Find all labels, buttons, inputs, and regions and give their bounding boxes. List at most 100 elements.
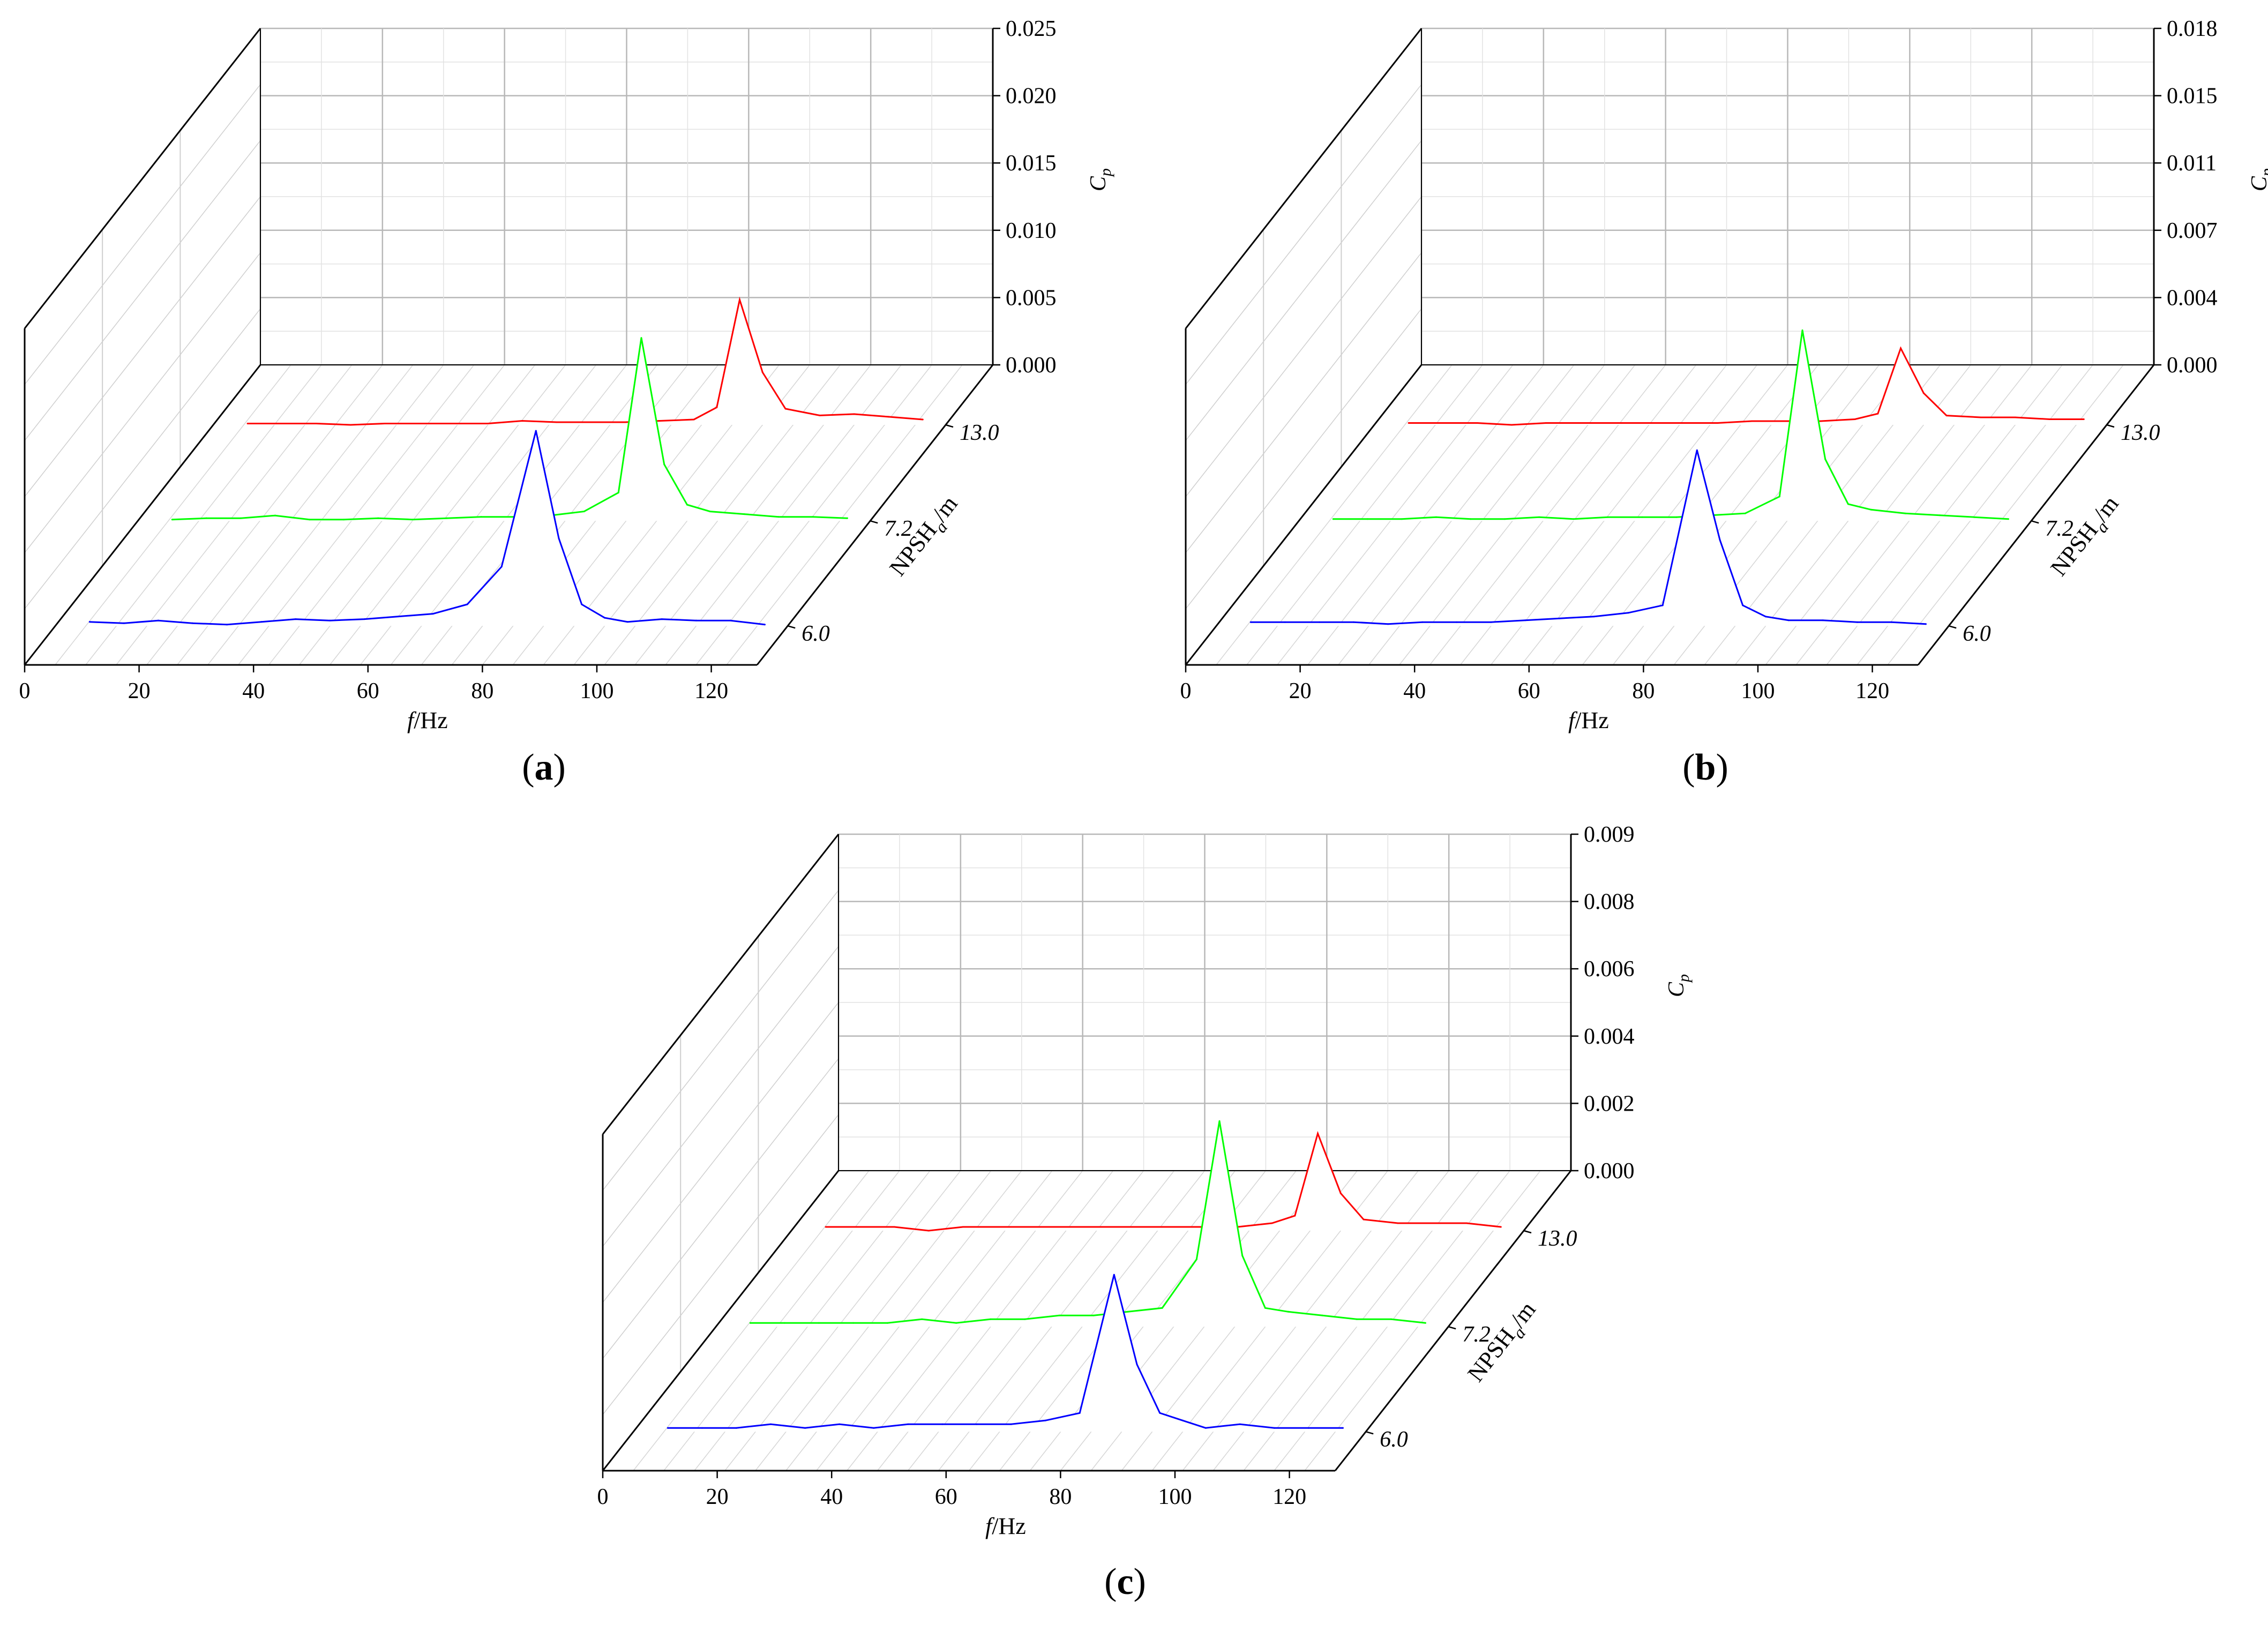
data-point xyxy=(1922,392,1925,394)
data-point xyxy=(1980,416,1982,418)
data-point xyxy=(761,371,764,373)
x-tick-label: 40 xyxy=(1403,679,1426,703)
x-tick-label: 20 xyxy=(1289,679,1312,703)
data-point xyxy=(1284,621,1286,623)
data-point xyxy=(558,537,560,540)
z-tick-label: 0.025 xyxy=(1006,17,1057,41)
data-point xyxy=(1092,1314,1095,1316)
data-point xyxy=(1870,508,1872,511)
data-point xyxy=(1661,604,1664,606)
side-wall-gridline xyxy=(24,84,261,385)
data-point xyxy=(996,1226,998,1228)
z-tick-label: 0.020 xyxy=(1006,84,1057,109)
panel-label: (c) xyxy=(1104,1561,1146,1602)
data-point xyxy=(239,517,242,519)
x-tick-label: 100 xyxy=(580,679,613,703)
data-point xyxy=(349,424,351,426)
data-point xyxy=(626,621,628,623)
series-line xyxy=(826,1130,1501,1232)
floor-gridline xyxy=(1338,364,1575,665)
floor-gridline xyxy=(694,1170,931,1471)
data-point xyxy=(922,418,924,421)
data-point xyxy=(2007,518,2009,520)
x-tick-label: 40 xyxy=(242,679,265,703)
data-point xyxy=(1744,512,1746,514)
x-tick-label: 100 xyxy=(1741,679,1775,703)
npsh-tick-mark xyxy=(2031,520,2039,524)
data-point xyxy=(363,618,365,620)
data-point xyxy=(466,603,468,605)
npsh-tick-label: 6.0 xyxy=(802,621,830,646)
z-axis-label: Cp xyxy=(1664,974,1693,997)
floor-gridline xyxy=(1277,364,1514,665)
z-tick-label: 0.000 xyxy=(1006,353,1057,378)
data-point xyxy=(749,1322,751,1324)
data-point xyxy=(1424,1322,1426,1324)
data-point xyxy=(1945,415,1948,417)
axes-frame xyxy=(602,833,1578,1478)
floor-gridline xyxy=(1551,364,1788,665)
data-point xyxy=(1431,1222,1433,1224)
data-point xyxy=(701,1427,703,1429)
data-point xyxy=(1465,1222,1468,1224)
npsh-tick-label: 6.0 xyxy=(1963,621,1991,646)
data-point xyxy=(1239,1423,1241,1425)
data-point xyxy=(343,519,345,521)
data-point xyxy=(1397,1222,1399,1224)
data-point xyxy=(1925,623,1927,625)
npsh-axis-line xyxy=(1334,1170,1572,1471)
data-point xyxy=(1524,619,1526,621)
floor-gridline xyxy=(146,364,383,665)
npsh-tick-label: 7.2 xyxy=(2045,516,2074,541)
data-point xyxy=(1904,512,1906,514)
npsh-tick-label: 6.0 xyxy=(1380,1427,1408,1452)
side-wall-gridline xyxy=(1185,252,1422,553)
data-point xyxy=(487,422,489,424)
data-point xyxy=(1696,449,1698,451)
data-point xyxy=(1856,621,1858,623)
floor-gridline xyxy=(116,364,353,665)
back-wall xyxy=(837,833,1572,1172)
floor-gridline xyxy=(726,364,963,665)
side-wall-gridline xyxy=(24,252,261,553)
data-point xyxy=(770,1423,772,1425)
floor-gridline xyxy=(1857,364,2093,665)
data-point xyxy=(1387,623,1389,625)
data-point xyxy=(1204,1427,1207,1429)
side-wall xyxy=(602,834,839,1415)
side-wall xyxy=(24,28,261,609)
data-point xyxy=(1294,1215,1296,1217)
data-point xyxy=(873,1427,875,1429)
data-point xyxy=(1559,617,1561,619)
z-tick-label: 0.000 xyxy=(2167,353,2218,378)
floor-gridline xyxy=(1521,364,1758,665)
data-point xyxy=(2014,416,2016,418)
data-point xyxy=(453,422,455,424)
data-point xyxy=(1264,1307,1266,1309)
data-point xyxy=(1854,418,1856,421)
npsh-tick-label: 13.0 xyxy=(2121,421,2160,445)
data-point xyxy=(157,619,159,621)
data-point xyxy=(1778,496,1780,498)
data-point xyxy=(1159,1412,1161,1414)
data-point xyxy=(1476,422,1478,424)
chart-panel-b: 0 20 40 60 80 100 120 f/Hz 0.000 0.004 0.007 0.011 0… xyxy=(1180,17,2268,788)
data-point xyxy=(1510,424,1513,426)
x-tick-label: 120 xyxy=(1273,1485,1306,1509)
data-point xyxy=(739,298,741,301)
floor-gridline xyxy=(329,364,566,665)
series-line xyxy=(668,1274,1343,1429)
floor-gridline xyxy=(1307,364,1544,665)
z-tick-label: 0.009 xyxy=(1584,822,1635,847)
data-point xyxy=(1675,516,1678,518)
data-point xyxy=(309,519,311,521)
data-point xyxy=(1031,1226,1033,1228)
floor-gridline xyxy=(1368,364,1605,665)
npsh-tick-mark xyxy=(945,424,954,428)
floor-gridline xyxy=(268,364,505,665)
npsh-tick-mark xyxy=(1448,1326,1456,1330)
floor-gridline xyxy=(177,364,414,665)
series-13.0 xyxy=(825,1130,1502,1232)
data-point xyxy=(783,1322,785,1324)
data-point xyxy=(735,1427,737,1429)
